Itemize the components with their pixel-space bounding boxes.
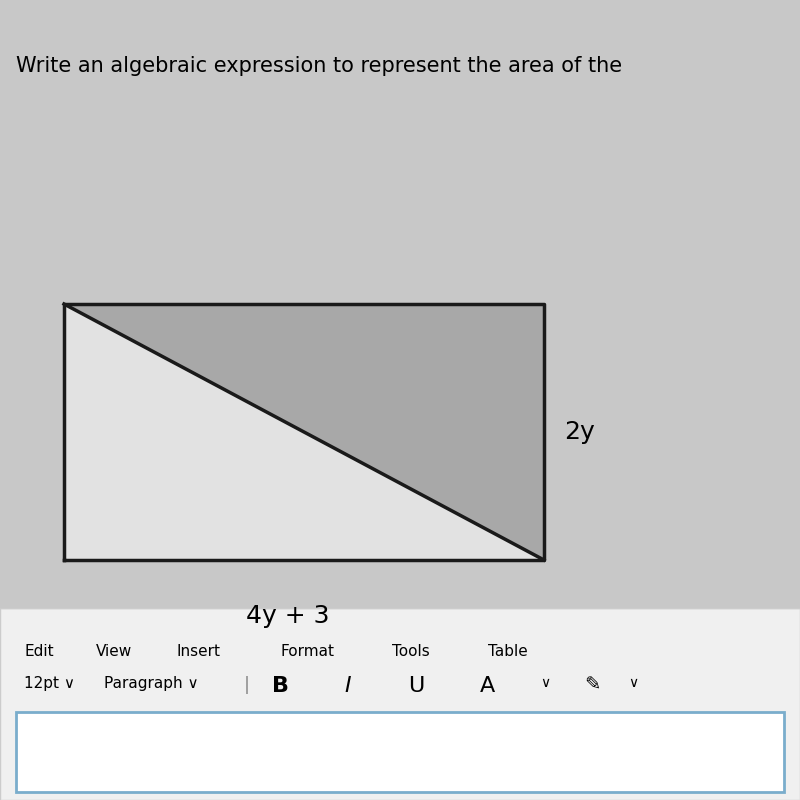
- Text: Edit: Edit: [24, 644, 54, 659]
- Text: ∨: ∨: [628, 676, 638, 690]
- Text: ✎: ✎: [584, 676, 600, 695]
- Text: 12pt ∨: 12pt ∨: [24, 676, 75, 691]
- Text: B: B: [272, 676, 289, 696]
- Bar: [16, 712, 784, 792]
- Text: Tools: Tools: [392, 644, 430, 659]
- Text: Table: Table: [488, 644, 528, 659]
- Text: 4y + 3: 4y + 3: [246, 604, 330, 628]
- Text: 2y: 2y: [564, 420, 594, 444]
- Text: View: View: [96, 644, 132, 659]
- Text: Paragraph ∨: Paragraph ∨: [104, 676, 198, 691]
- Text: U: U: [408, 676, 424, 696]
- Bar: [0, 608, 800, 800]
- Text: Format: Format: [280, 644, 334, 659]
- Text: I: I: [344, 676, 350, 696]
- Text: Insert: Insert: [176, 644, 220, 659]
- Text: Write an algebraic expression to represent the area of the: Write an algebraic expression to represe…: [16, 56, 622, 76]
- Text: A: A: [480, 676, 495, 696]
- Text: ∨: ∨: [540, 676, 550, 690]
- Text: |: |: [244, 676, 250, 694]
